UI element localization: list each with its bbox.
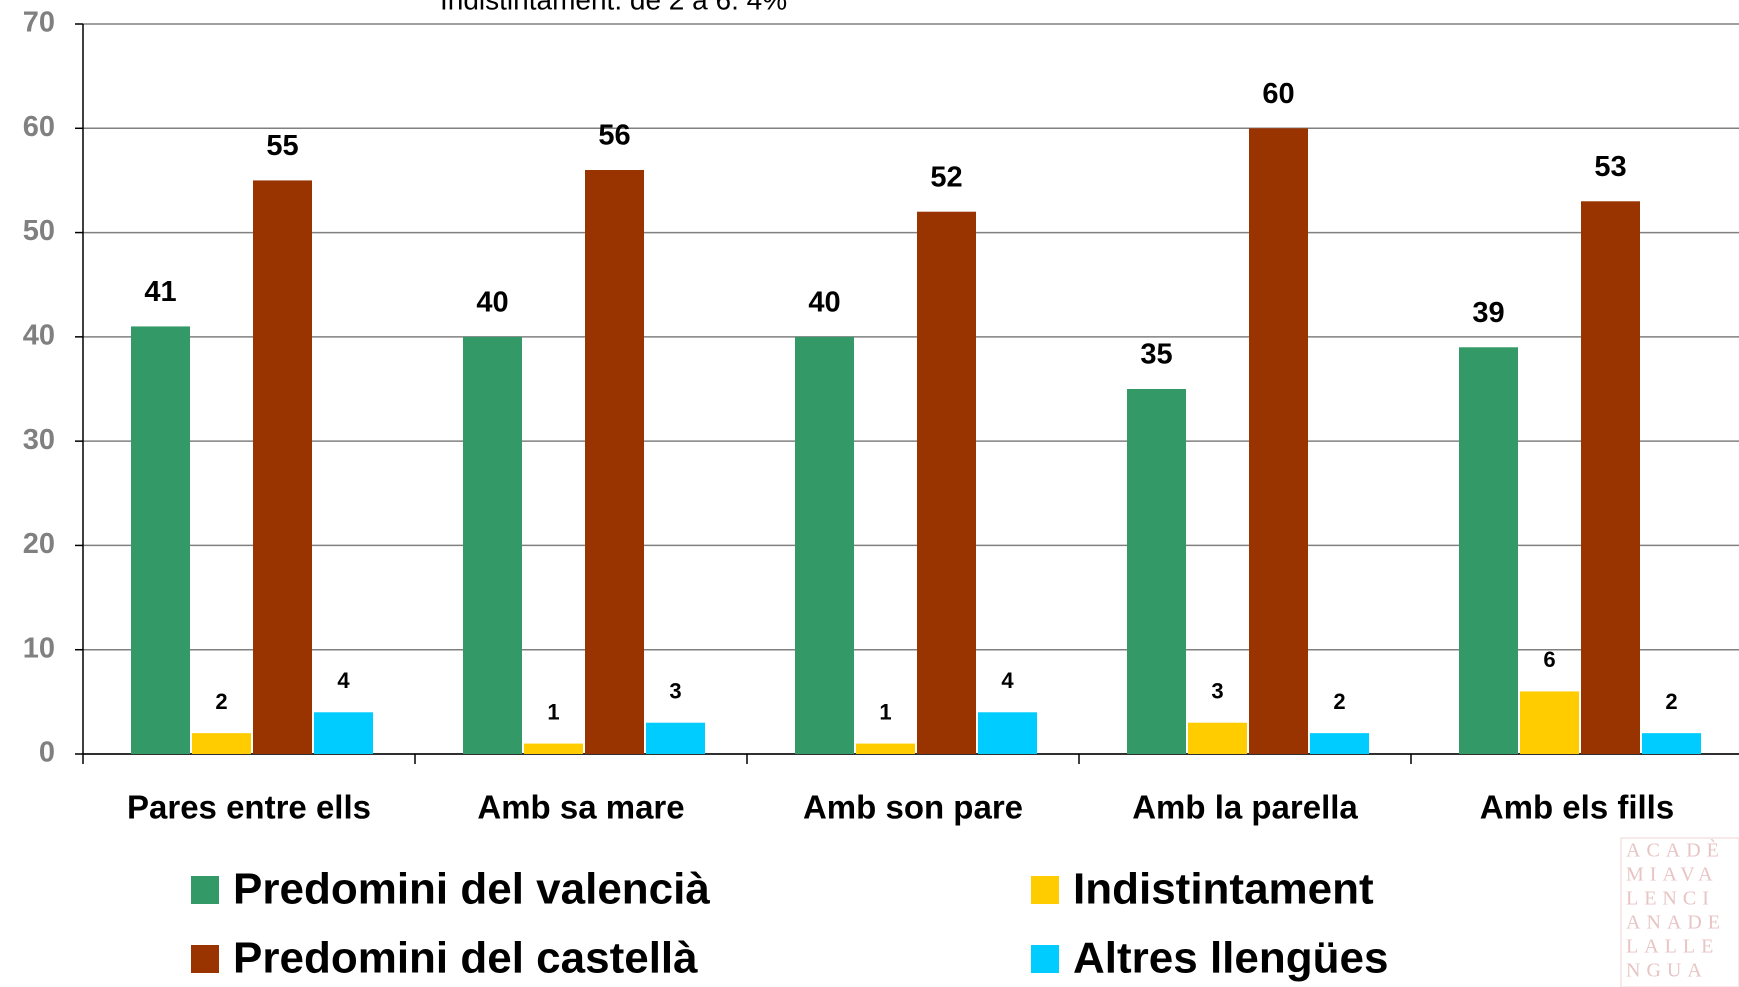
- x-tick-label: Amb els fills: [1480, 789, 1674, 826]
- bar: [917, 211, 976, 754]
- legend-swatch: [1031, 945, 1059, 973]
- y-tick-label: 10: [23, 632, 55, 664]
- value-label: 60: [1262, 78, 1294, 110]
- logo-text: LALLE: [1626, 936, 1719, 958]
- logo-box: [1620, 837, 1739, 987]
- value-label: 53: [1594, 151, 1626, 183]
- logo-text: LENCI: [1626, 888, 1715, 910]
- annotation: Indistintament: de 2 a 6: 4%: [440, 0, 787, 15]
- value-label: 40: [808, 287, 840, 319]
- value-label: 41: [144, 276, 176, 308]
- value-label: 35: [1140, 339, 1172, 371]
- y-tick-label: 40: [23, 320, 55, 352]
- bar: [1310, 733, 1369, 754]
- legend-swatch: [191, 945, 219, 973]
- bar: [1459, 347, 1518, 754]
- x-tick-label: Amb la parella: [1132, 789, 1358, 826]
- bar: [856, 743, 915, 754]
- bar: [795, 336, 854, 754]
- x-tick-label: Pares entre ells: [127, 789, 371, 826]
- logo-text: ACADÈ: [1626, 839, 1725, 862]
- bar: [192, 733, 251, 754]
- bar: [585, 170, 644, 754]
- bar: [524, 743, 583, 754]
- y-tick-label: 70: [23, 7, 55, 39]
- bar: [978, 712, 1037, 754]
- y-tick-label: 30: [23, 424, 55, 456]
- value-label: 4: [1001, 668, 1014, 693]
- y-tick-label: 0: [39, 737, 55, 769]
- value-label: 2: [215, 689, 227, 714]
- legend-label: Predomini del valencià: [233, 865, 710, 914]
- value-label: 40: [476, 287, 508, 319]
- y-tick-label: 50: [23, 215, 55, 247]
- logo-text: ANADE: [1626, 912, 1726, 934]
- bar: [131, 326, 190, 754]
- logo-text: NGUA: [1626, 960, 1708, 982]
- value-label: 1: [547, 699, 559, 724]
- value-label: 3: [669, 679, 681, 704]
- value-label: 6: [1543, 647, 1555, 672]
- value-label: 4: [337, 668, 350, 693]
- legend-swatch: [191, 876, 219, 904]
- value-label: 2: [1665, 689, 1677, 714]
- bar: [1642, 733, 1701, 754]
- value-label: 3: [1211, 679, 1223, 704]
- legend-label: Predomini del castellà: [233, 934, 698, 983]
- value-label: 52: [930, 161, 962, 193]
- legend-swatch: [1031, 876, 1059, 904]
- value-label: 2: [1333, 689, 1345, 714]
- value-label: 39: [1472, 297, 1504, 329]
- value-label: 1: [879, 699, 891, 724]
- bar: [1188, 722, 1247, 754]
- y-tick-label: 20: [23, 528, 55, 560]
- legend-label: Altres llengües: [1073, 934, 1388, 983]
- bar: [314, 712, 373, 754]
- legend-label: Indistintament: [1073, 865, 1374, 914]
- bar: [1127, 389, 1186, 754]
- bar: [1581, 201, 1640, 755]
- value-label: 55: [266, 130, 298, 162]
- y-tick-label: 60: [23, 111, 55, 143]
- bar: [463, 336, 522, 754]
- value-label: 56: [598, 120, 630, 152]
- bar: [646, 722, 705, 754]
- bar: [253, 180, 312, 754]
- logo-text: MIAVA: [1626, 864, 1719, 886]
- bar: [1249, 128, 1308, 755]
- x-tick-label: Amb sa mare: [477, 789, 684, 826]
- x-tick-label: Amb son pare: [803, 789, 1023, 826]
- bar: [1520, 691, 1579, 754]
